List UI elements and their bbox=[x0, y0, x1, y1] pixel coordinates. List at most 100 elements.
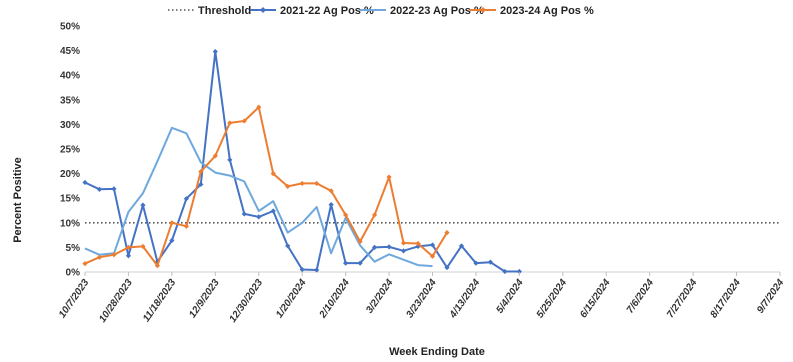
data-point bbox=[285, 183, 291, 189]
data-point bbox=[371, 212, 378, 218]
data-point bbox=[343, 212, 349, 218]
x-tick-label: 8/17/2024 bbox=[708, 277, 743, 320]
x-tick-label: 10/28/2023 bbox=[97, 277, 135, 325]
y-tick-label: 40% bbox=[60, 71, 80, 82]
data-point bbox=[169, 237, 175, 244]
data-point bbox=[183, 223, 189, 229]
y-tick-label: 10% bbox=[60, 218, 80, 229]
x-tick-label: 5/4/2024 bbox=[494, 277, 526, 316]
data-point bbox=[270, 171, 276, 177]
y-tick-label: 25% bbox=[60, 145, 80, 156]
legend-label: 2022-23 Ag Pos % bbox=[390, 5, 484, 17]
data-point bbox=[415, 240, 421, 247]
data-point bbox=[270, 208, 276, 214]
data-point bbox=[125, 244, 132, 250]
series-line-2 bbox=[84, 126, 433, 268]
data-point bbox=[212, 48, 218, 55]
data-point bbox=[444, 264, 450, 271]
data-point bbox=[82, 179, 88, 186]
data-point bbox=[516, 268, 522, 275]
data-point bbox=[140, 243, 146, 250]
data-point bbox=[198, 181, 204, 188]
data-point bbox=[111, 186, 117, 192]
y-tick-label: 50% bbox=[60, 22, 80, 33]
x-tick-label: 4/13/2024 bbox=[447, 277, 482, 321]
data-point bbox=[256, 214, 262, 220]
x-tick-label: 3/2/2024 bbox=[364, 277, 396, 316]
x-tick-label: 6/15/2024 bbox=[578, 277, 613, 320]
data-point bbox=[371, 244, 378, 250]
y-tick-label: 15% bbox=[60, 194, 80, 205]
y-tick-label: 45% bbox=[60, 46, 80, 57]
y-axis-title: Percent Positive bbox=[12, 157, 24, 243]
data-point bbox=[285, 243, 291, 249]
series-line-3 bbox=[84, 106, 448, 267]
x-tick-label: 7/27/2024 bbox=[665, 277, 700, 320]
data-point bbox=[502, 268, 508, 275]
data-point bbox=[328, 201, 334, 208]
x-tick-label: 10/7/2023 bbox=[57, 277, 92, 320]
data-point bbox=[111, 252, 117, 258]
data-point bbox=[140, 202, 146, 208]
x-tick-label: 7/6/2024 bbox=[625, 277, 657, 316]
x-axis-title: Week Ending Date bbox=[389, 346, 485, 358]
y-tick-label: 30% bbox=[60, 120, 80, 131]
legend-marker bbox=[480, 7, 486, 13]
x-tick-label: 2/10/2024 bbox=[317, 277, 352, 321]
legend-item: 2022-23 Ag Pos % bbox=[360, 5, 484, 17]
y-tick-label: 0% bbox=[66, 268, 81, 279]
data-point bbox=[227, 120, 233, 126]
data-point bbox=[299, 266, 305, 273]
series-line-1 bbox=[84, 50, 520, 273]
data-point bbox=[429, 253, 436, 259]
data-point bbox=[125, 253, 132, 259]
legend-label: Threshold bbox=[198, 5, 251, 17]
data-point bbox=[241, 118, 247, 124]
x-tick-label: 5/25/2024 bbox=[535, 277, 570, 320]
data-point bbox=[169, 220, 175, 226]
x-tick-label: 12/9/2023 bbox=[187, 277, 222, 320]
data-point bbox=[458, 243, 465, 249]
data-point bbox=[343, 260, 349, 266]
legend-item: Threshold bbox=[168, 5, 251, 17]
data-point bbox=[357, 238, 363, 245]
data-point bbox=[473, 260, 479, 266]
data-point bbox=[429, 242, 436, 248]
data-point bbox=[82, 261, 88, 267]
legend: Threshold 2021-22 Ag Pos % 2022-23 Ag Pos … bbox=[168, 5, 594, 17]
y-tick-label: 35% bbox=[60, 95, 80, 106]
data-point bbox=[386, 174, 392, 180]
legend-label: 2021-22 Ag Pos % bbox=[280, 5, 374, 17]
data-point bbox=[154, 263, 160, 269]
data-point bbox=[400, 240, 407, 246]
data-point bbox=[444, 230, 450, 236]
data-point bbox=[487, 259, 494, 265]
legend-item: 2021-22 Ag Pos % bbox=[250, 5, 374, 17]
data-point bbox=[299, 180, 305, 187]
legend-label: 2023-24 Ag Pos % bbox=[500, 5, 594, 17]
data-point bbox=[154, 259, 160, 265]
data-point bbox=[400, 248, 407, 254]
data-point bbox=[256, 104, 262, 110]
data-point bbox=[386, 244, 392, 250]
data-point bbox=[328, 188, 334, 194]
y-axis-ticks: 0% 5% 10% 15% 20% 25% 30% 35% 40% 45% 50% bbox=[60, 22, 80, 279]
y-tick-label: 5% bbox=[66, 243, 81, 254]
data-point bbox=[183, 196, 189, 202]
x-tick-label: 11/18/2023 bbox=[141, 277, 179, 324]
y-tick-label: 20% bbox=[60, 169, 80, 180]
data-point bbox=[314, 267, 320, 273]
data-point bbox=[241, 211, 247, 217]
x-tick-label: 3/23/2024 bbox=[404, 277, 439, 320]
data-point bbox=[357, 260, 363, 266]
x-tick-label: 9/7/2024 bbox=[755, 277, 787, 316]
x-tick-label: 1/20/2024 bbox=[274, 277, 309, 320]
data-point bbox=[96, 186, 103, 192]
data-point bbox=[227, 157, 233, 163]
data-point bbox=[212, 153, 218, 159]
legend-item: 2023-24 Ag Pos % bbox=[470, 5, 594, 17]
data-point bbox=[198, 169, 204, 175]
x-axis-ticks: 10/7/2023 10/28/2023 11/18/2023 12/9/2023 12… bbox=[57, 272, 787, 325]
x-tick-label: 12/30/2023 bbox=[227, 277, 265, 325]
